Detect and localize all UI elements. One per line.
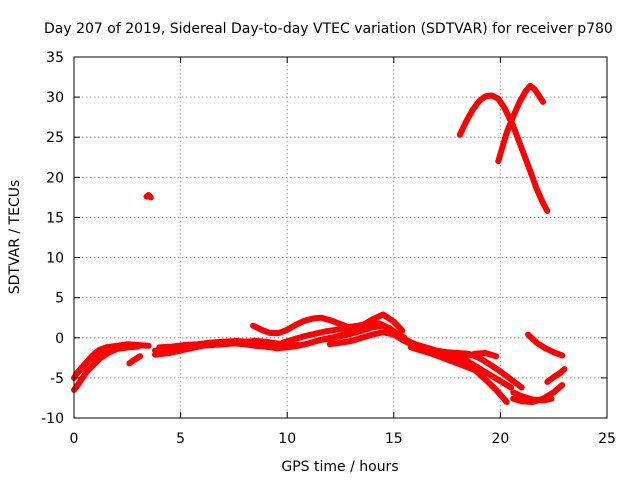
axis-tick-labels: 0 5 10 15 20 25 -10 -5 0 5 10 15 20 25 30 35 bbox=[41, 50, 616, 447]
y-tick-label: 10 bbox=[46, 251, 64, 267]
series-arc-hump-c bbox=[316, 311, 406, 344]
series-arc-main-c bbox=[73, 345, 114, 377]
data-series bbox=[71, 82, 568, 405]
series-arc-upper-a bbox=[456, 92, 551, 214]
x-tick-label: 25 bbox=[598, 431, 616, 447]
y-tick-label: 0 bbox=[55, 331, 64, 347]
series-arc-late-d bbox=[450, 350, 500, 364]
y-tick-label: -10 bbox=[41, 411, 64, 427]
y-tick-label: 20 bbox=[46, 170, 64, 186]
y-tick-label: 5 bbox=[55, 291, 64, 307]
x-tick-label: 15 bbox=[385, 431, 403, 447]
series-arc-isolated bbox=[143, 192, 154, 201]
x-axis-label: GPS time / hours bbox=[281, 459, 398, 475]
series-arc-main-b bbox=[71, 343, 141, 393]
x-tick-label: 20 bbox=[491, 431, 509, 447]
series-arc-hump-b bbox=[279, 320, 404, 346]
series-arc-end-b bbox=[510, 382, 566, 405]
series-arc-end-d bbox=[544, 366, 568, 385]
y-tick-label: 15 bbox=[46, 210, 64, 226]
x-tick-label: 10 bbox=[278, 431, 296, 447]
y-tick-label: 30 bbox=[46, 90, 64, 106]
series-arc-mid-c bbox=[156, 338, 291, 351]
series-arc-late-c bbox=[433, 352, 515, 391]
x-tick-label: 0 bbox=[70, 431, 79, 447]
plot-frame bbox=[73, 56, 608, 419]
y-tick-label: -5 bbox=[50, 371, 64, 387]
series-arc-late-a bbox=[403, 337, 525, 391]
series-arc-short-1 bbox=[126, 353, 144, 367]
chart-title: Day 207 of 2019, Sidereal Day-to-day VTE… bbox=[44, 21, 613, 37]
series-arc-hump-a bbox=[250, 314, 350, 336]
x-tick-label: 5 bbox=[176, 431, 185, 447]
axis-ticks bbox=[73, 56, 608, 419]
series-arc-late-b bbox=[407, 344, 510, 405]
series-arc-upper-b bbox=[495, 82, 546, 165]
y-tick-label: 35 bbox=[46, 50, 64, 66]
y-axis-label: SDTVAR / TECUs bbox=[7, 180, 23, 295]
y-tick-label: 25 bbox=[46, 130, 64, 146]
series-arc-end-c bbox=[525, 331, 566, 359]
